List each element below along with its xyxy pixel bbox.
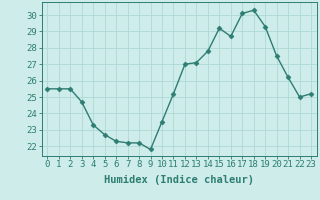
X-axis label: Humidex (Indice chaleur): Humidex (Indice chaleur) [104,175,254,185]
